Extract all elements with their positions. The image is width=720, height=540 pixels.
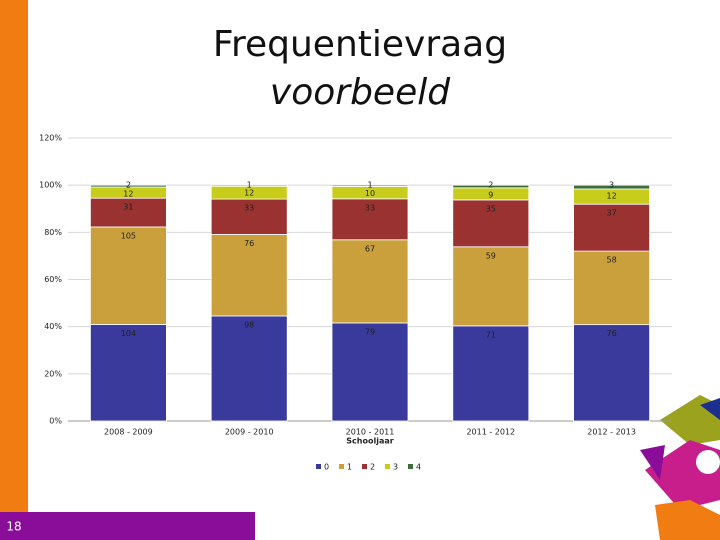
bar-segment bbox=[331, 322, 409, 422]
legend-label: 0 bbox=[324, 463, 329, 472]
legend-swatch bbox=[316, 464, 321, 469]
y-tick-label: 20% bbox=[44, 369, 62, 378]
legend-label: 4 bbox=[416, 463, 421, 472]
bar-segment bbox=[90, 226, 167, 325]
bar-segment bbox=[210, 198, 288, 235]
footer-bar bbox=[0, 512, 255, 540]
bar-segment bbox=[90, 197, 167, 228]
bar-segment bbox=[573, 250, 650, 326]
slide-number: 18 bbox=[6, 520, 21, 534]
bar-segment bbox=[210, 234, 288, 317]
data-label: 2 bbox=[126, 181, 131, 190]
data-label: 76 bbox=[607, 329, 617, 338]
data-label: 33 bbox=[244, 204, 254, 213]
bar-segment bbox=[331, 184, 409, 187]
bar-segment bbox=[90, 324, 167, 422]
data-label: 76 bbox=[244, 239, 254, 248]
legend-swatch bbox=[408, 464, 413, 469]
data-label: 104 bbox=[121, 329, 136, 338]
bar-segment bbox=[210, 315, 288, 422]
data-label: 79 bbox=[365, 327, 375, 336]
data-label: 1 bbox=[367, 181, 372, 190]
data-label: 12 bbox=[607, 191, 617, 200]
y-tick-label: 80% bbox=[44, 228, 62, 237]
legend-label: 3 bbox=[393, 463, 398, 472]
bar-segment bbox=[452, 246, 530, 327]
data-label: 59 bbox=[486, 251, 496, 260]
data-label: 67 bbox=[365, 244, 375, 253]
side-strip bbox=[0, 0, 28, 540]
data-label: 37 bbox=[607, 209, 617, 218]
slide-title: Frequentievraag bbox=[213, 24, 507, 65]
data-label: 2 bbox=[488, 181, 493, 190]
y-tick-label: 120% bbox=[39, 134, 62, 143]
data-label: 9 bbox=[488, 190, 493, 199]
x-axis-label: Schooljaar bbox=[346, 437, 393, 446]
data-label: 33 bbox=[365, 203, 375, 212]
bar-segment bbox=[573, 203, 650, 252]
y-tick-label: 100% bbox=[39, 181, 62, 190]
bar-segment bbox=[90, 184, 167, 188]
x-tick-label: 2008 - 2009 bbox=[104, 428, 153, 437]
bar-segment bbox=[573, 324, 650, 422]
data-label: 98 bbox=[244, 320, 254, 329]
data-label: 3 bbox=[609, 181, 614, 190]
bar-segment bbox=[452, 184, 530, 189]
decoration bbox=[640, 395, 720, 540]
bar-segment bbox=[210, 184, 288, 187]
legend-label: 1 bbox=[347, 463, 352, 472]
bar-segment bbox=[452, 199, 530, 248]
y-tick-label: 0% bbox=[49, 417, 62, 426]
legend-swatch bbox=[362, 464, 367, 469]
x-tick-label: 2010 - 2011 bbox=[346, 428, 395, 437]
bar-segment bbox=[573, 184, 650, 190]
slide-subtitle: voorbeeld bbox=[270, 72, 451, 113]
bar-segment bbox=[452, 325, 530, 422]
data-label: 1 bbox=[247, 181, 252, 190]
legend-label: 2 bbox=[370, 463, 375, 472]
y-tick-label: 40% bbox=[44, 322, 62, 331]
x-tick-label: 2011 - 2012 bbox=[466, 428, 515, 437]
data-label: 10 bbox=[365, 189, 375, 198]
data-label: 71 bbox=[486, 330, 496, 339]
legend-swatch bbox=[385, 464, 390, 469]
x-tick-label: 2012 - 2013 bbox=[587, 428, 636, 437]
y-tick-label: 60% bbox=[44, 275, 62, 284]
data-label: 31 bbox=[123, 203, 133, 212]
data-label: 12 bbox=[244, 189, 254, 198]
data-label: 58 bbox=[607, 256, 617, 265]
data-label: 35 bbox=[486, 204, 496, 213]
data-label: 105 bbox=[121, 231, 136, 240]
bar-segment bbox=[331, 239, 409, 324]
data-label: 12 bbox=[123, 190, 133, 199]
bar-segment bbox=[331, 198, 409, 241]
x-tick-label: 2009 - 2010 bbox=[225, 428, 274, 437]
legend-swatch bbox=[339, 464, 344, 469]
